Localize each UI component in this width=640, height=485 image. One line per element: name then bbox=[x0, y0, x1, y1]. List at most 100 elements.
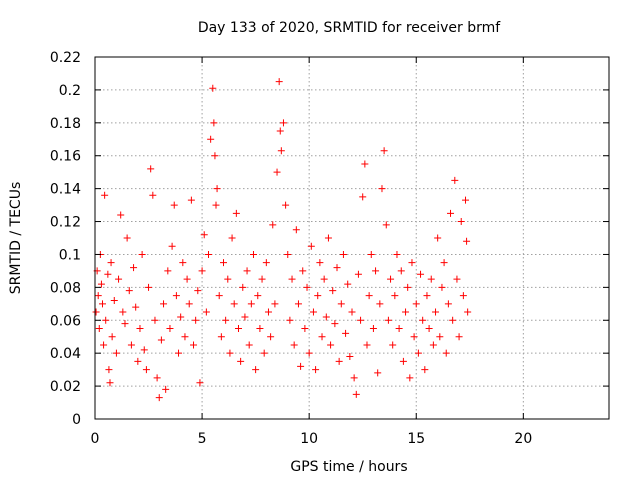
plot-frame bbox=[94, 56, 610, 420]
data-point bbox=[200, 231, 208, 239]
data-point bbox=[153, 374, 161, 382]
y-tick-label: 0 bbox=[72, 412, 81, 428]
data-point bbox=[309, 308, 317, 316]
data-point bbox=[417, 270, 425, 278]
data-point bbox=[252, 366, 260, 374]
data-point bbox=[130, 264, 138, 272]
data-point bbox=[457, 218, 465, 226]
data-point bbox=[463, 237, 471, 245]
data-point bbox=[95, 325, 103, 332]
data-point bbox=[410, 333, 418, 341]
data-point bbox=[213, 185, 221, 193]
data-point bbox=[359, 193, 367, 201]
y-tick-label: 0.06 bbox=[50, 313, 81, 329]
data-point bbox=[303, 283, 311, 291]
data-point bbox=[243, 267, 251, 275]
data-point bbox=[346, 352, 354, 360]
data-point bbox=[264, 308, 272, 316]
data-point bbox=[412, 300, 420, 308]
data-point bbox=[372, 267, 380, 275]
data-point bbox=[254, 292, 262, 300]
data-point bbox=[286, 316, 294, 324]
data-point bbox=[275, 78, 283, 86]
data-point bbox=[337, 300, 345, 308]
data-point bbox=[119, 308, 127, 316]
data-point bbox=[438, 283, 446, 291]
y-tick-label: 0.16 bbox=[50, 149, 81, 165]
data-point bbox=[269, 221, 277, 229]
data-point bbox=[226, 349, 234, 357]
data-point bbox=[271, 300, 279, 308]
data-point bbox=[105, 366, 113, 374]
data-point bbox=[117, 211, 125, 219]
data-point bbox=[104, 270, 112, 278]
data-point bbox=[427, 275, 435, 283]
y-tick-labels: 0 0.02 0.04 0.06 0.08 0.1 0.12 0.14 0.16 0.18 0.2 0… bbox=[50, 50, 81, 428]
data-point bbox=[361, 160, 369, 168]
data-point bbox=[279, 119, 287, 127]
data-point bbox=[318, 333, 326, 341]
data-point bbox=[329, 287, 337, 295]
data-point bbox=[419, 316, 427, 324]
data-point bbox=[164, 267, 172, 275]
data-point bbox=[207, 135, 215, 143]
data-point bbox=[187, 196, 195, 204]
data-point bbox=[138, 250, 146, 258]
data-point bbox=[149, 191, 157, 199]
data-point bbox=[232, 209, 240, 217]
data-point bbox=[404, 283, 412, 291]
data-point bbox=[327, 341, 335, 349]
data-point bbox=[209, 84, 217, 92]
data-point bbox=[234, 325, 242, 332]
data-point bbox=[170, 201, 178, 209]
data-point bbox=[147, 165, 155, 173]
y-tick-label: 0.2 bbox=[59, 83, 81, 99]
data-point bbox=[387, 275, 395, 283]
data-point bbox=[331, 320, 339, 328]
data-point bbox=[350, 374, 358, 382]
data-point bbox=[217, 333, 225, 341]
data-point bbox=[451, 176, 459, 184]
data-point bbox=[160, 300, 168, 308]
data-point bbox=[168, 242, 176, 250]
data-point bbox=[237, 357, 245, 365]
data-point bbox=[369, 325, 377, 332]
data-point bbox=[314, 292, 322, 300]
data-point bbox=[273, 168, 281, 176]
data-point bbox=[202, 308, 210, 316]
data-point bbox=[194, 287, 202, 295]
data-point bbox=[222, 316, 230, 324]
chart-title: Day 133 of 2020, SRMTID for receiver brm… bbox=[198, 20, 501, 36]
data-point bbox=[384, 316, 392, 324]
x-tick-label: 10 bbox=[300, 431, 318, 447]
data-point bbox=[365, 292, 373, 300]
data-point bbox=[464, 308, 472, 316]
data-point bbox=[297, 362, 305, 370]
data-point bbox=[210, 119, 218, 127]
data-point bbox=[205, 250, 213, 258]
grid-layer bbox=[95, 57, 609, 419]
data-point bbox=[299, 267, 307, 275]
data-point bbox=[228, 234, 236, 242]
data-point bbox=[316, 259, 324, 267]
data-point bbox=[155, 394, 163, 402]
data-point bbox=[367, 250, 375, 258]
data-point bbox=[374, 369, 382, 377]
data-point bbox=[123, 234, 131, 242]
y-tick-label: 0.02 bbox=[50, 379, 81, 395]
data-point bbox=[162, 385, 170, 393]
data-point bbox=[175, 349, 183, 357]
data-point bbox=[107, 259, 115, 267]
data-point bbox=[258, 275, 266, 283]
data-point bbox=[94, 292, 102, 300]
data-point bbox=[335, 357, 343, 365]
data-point bbox=[320, 275, 328, 283]
data-point bbox=[290, 341, 298, 349]
data-point bbox=[447, 209, 455, 217]
data-point bbox=[284, 250, 292, 258]
data-point bbox=[190, 341, 198, 349]
data-point bbox=[376, 300, 384, 308]
data-point bbox=[108, 333, 116, 341]
data-point bbox=[434, 234, 442, 242]
